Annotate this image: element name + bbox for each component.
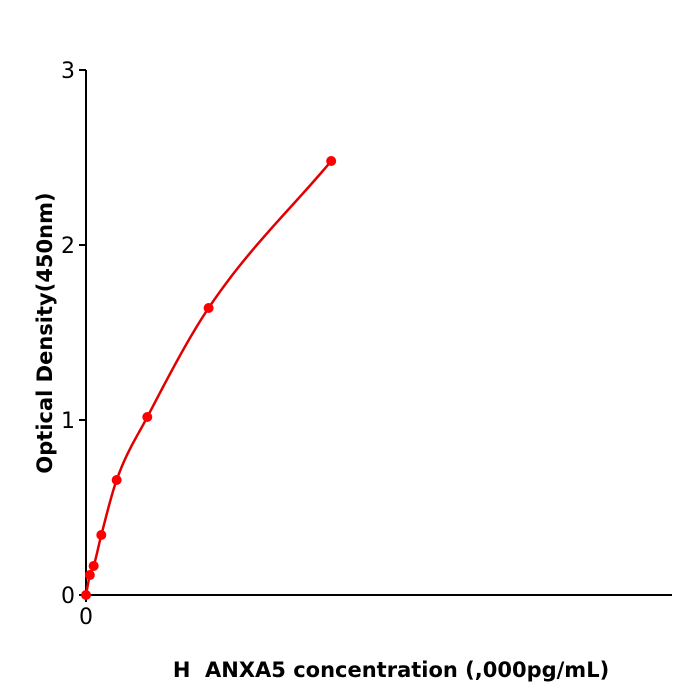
y-tick-label-0: 0 [61, 584, 75, 609]
data-point [326, 156, 337, 166]
data-point [96, 529, 107, 540]
y-tick-label-3: 3 [61, 59, 75, 84]
fitted-curve [84, 160, 333, 596]
data-point [142, 412, 153, 423]
data-point [84, 570, 95, 581]
data-point [111, 475, 122, 486]
data-point [88, 560, 99, 571]
y-ticks [79, 69, 86, 596]
data-point [81, 590, 91, 600]
y-axis-title: Optical Density(450nm) [33, 192, 57, 473]
x-tick-label-0: 0 [79, 605, 93, 630]
y-tick-label-1: 1 [61, 409, 75, 434]
data-point [203, 303, 214, 313]
y-tick-label-2: 2 [61, 234, 75, 259]
x-axis-title: H ANXA5 concentration (,000pg/mL) [173, 658, 609, 682]
data-points [81, 156, 337, 600]
